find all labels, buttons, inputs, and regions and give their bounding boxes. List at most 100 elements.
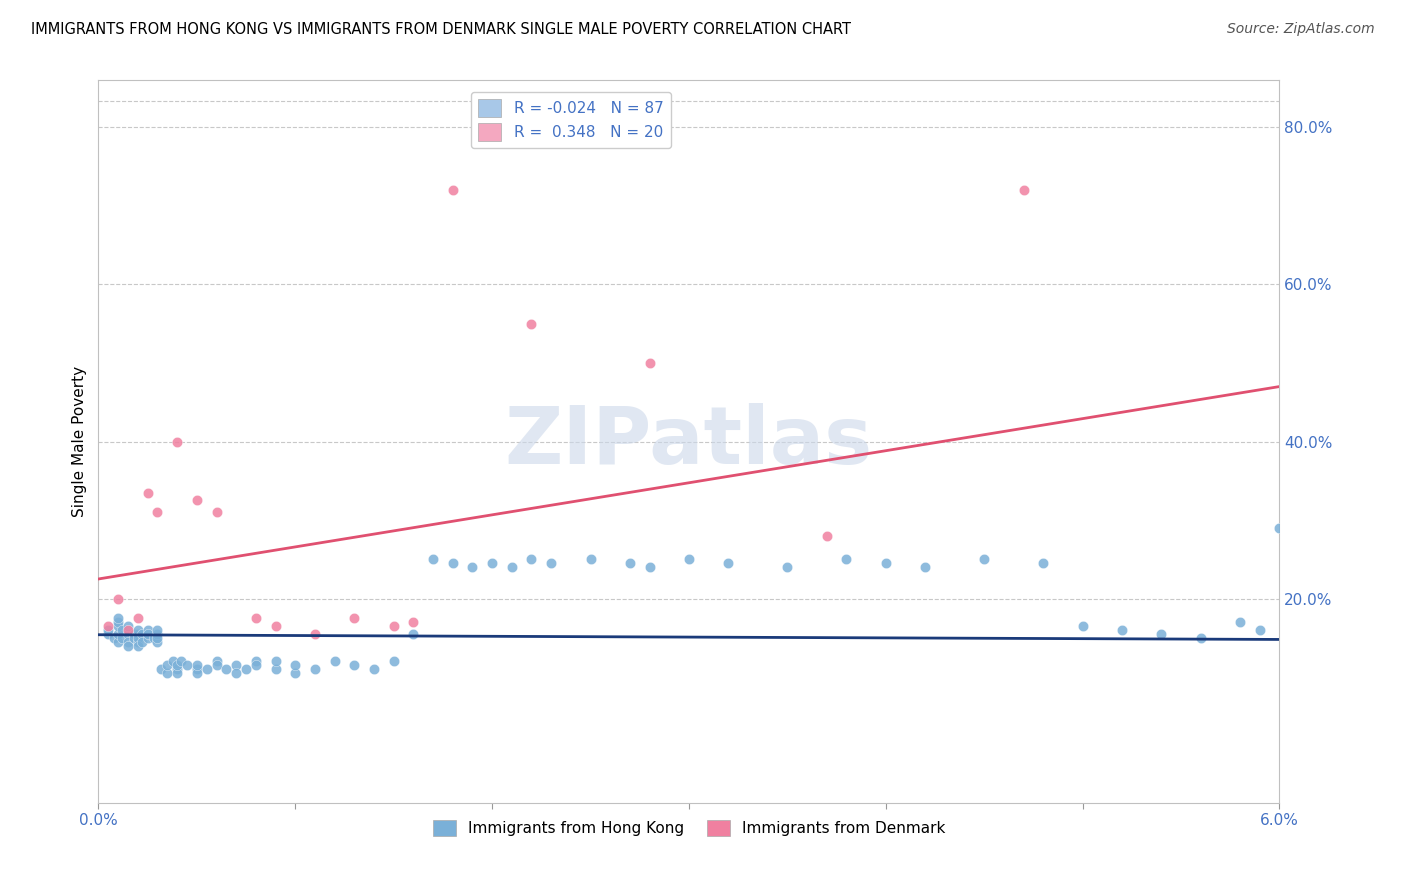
Point [156, 658, 179, 673]
Point [815, 529, 838, 543]
Point [122, 627, 145, 641]
Point [402, 627, 425, 641]
Point [103, 631, 125, 645]
Point [520, 317, 543, 331]
Y-axis label: Single Male Poverty: Single Male Poverty [72, 366, 87, 517]
Point [122, 631, 145, 645]
Point [146, 623, 169, 637]
Point [131, 627, 153, 641]
Point [127, 627, 149, 641]
Point [638, 560, 661, 574]
Point [501, 560, 523, 574]
Point [973, 552, 995, 566]
Point [284, 666, 307, 681]
Text: ZIPatlas: ZIPatlas [505, 402, 873, 481]
Point [481, 556, 503, 570]
Point [520, 552, 543, 566]
Point [215, 662, 238, 676]
Legend: Immigrants from Hong Kong, Immigrants from Denmark: Immigrants from Hong Kong, Immigrants fr… [426, 814, 952, 842]
Point [111, 623, 134, 637]
Point [97, 627, 120, 641]
Point [166, 434, 188, 449]
Point [127, 639, 149, 653]
Point [127, 623, 149, 637]
Point [107, 611, 129, 625]
Point [176, 658, 198, 673]
Point [225, 666, 247, 681]
Point [117, 619, 139, 633]
Point [146, 635, 169, 649]
Point [205, 505, 228, 519]
Point [117, 623, 139, 637]
Point [131, 635, 153, 649]
Point [146, 631, 169, 645]
Point [875, 556, 897, 570]
Point [136, 485, 159, 500]
Point [195, 662, 218, 676]
Point [402, 615, 425, 630]
Point [1249, 623, 1271, 637]
Point [245, 658, 267, 673]
Point [107, 615, 129, 630]
Point [186, 493, 208, 508]
Point [235, 662, 257, 676]
Point [678, 552, 700, 566]
Point [776, 560, 799, 574]
Point [1150, 627, 1173, 641]
Point [638, 356, 661, 370]
Point [225, 658, 247, 673]
Point [304, 627, 326, 641]
Point [461, 560, 484, 574]
Point [1071, 619, 1094, 633]
Text: Source: ZipAtlas.com: Source: ZipAtlas.com [1227, 22, 1375, 37]
Point [166, 658, 188, 673]
Point [1268, 521, 1291, 535]
Point [162, 655, 184, 669]
Point [717, 556, 740, 570]
Point [107, 591, 129, 606]
Point [205, 658, 228, 673]
Point [170, 655, 193, 669]
Point [97, 623, 120, 637]
Text: IMMIGRANTS FROM HONG KONG VS IMMIGRANTS FROM DENMARK SINGLE MALE POVERTY CORRELA: IMMIGRANTS FROM HONG KONG VS IMMIGRANTS … [31, 22, 851, 37]
Point [1111, 623, 1133, 637]
Point [1012, 183, 1035, 197]
Point [150, 662, 173, 676]
Point [117, 639, 139, 653]
Point [264, 655, 287, 669]
Point [245, 611, 267, 625]
Point [136, 627, 159, 641]
Point [914, 560, 936, 574]
Point [264, 662, 287, 676]
Point [127, 635, 149, 649]
Point [1032, 556, 1054, 570]
Point [343, 611, 366, 625]
Point [186, 662, 208, 676]
Point [205, 655, 228, 669]
Point [343, 658, 366, 673]
Point [107, 635, 129, 649]
Point [540, 556, 562, 570]
Point [245, 655, 267, 669]
Point [441, 183, 464, 197]
Point [117, 627, 139, 641]
Point [107, 619, 129, 633]
Point [156, 666, 179, 681]
Point [619, 556, 641, 570]
Point [186, 658, 208, 673]
Point [117, 635, 139, 649]
Point [1189, 631, 1212, 645]
Point [284, 658, 307, 673]
Point [382, 619, 405, 633]
Point [136, 623, 159, 637]
Point [323, 655, 346, 669]
Point [166, 666, 188, 681]
Point [146, 627, 169, 641]
Point [264, 619, 287, 633]
Point [107, 627, 129, 641]
Point [835, 552, 858, 566]
Point [127, 611, 149, 625]
Point [146, 505, 169, 519]
Point [166, 662, 188, 676]
Point [111, 631, 134, 645]
